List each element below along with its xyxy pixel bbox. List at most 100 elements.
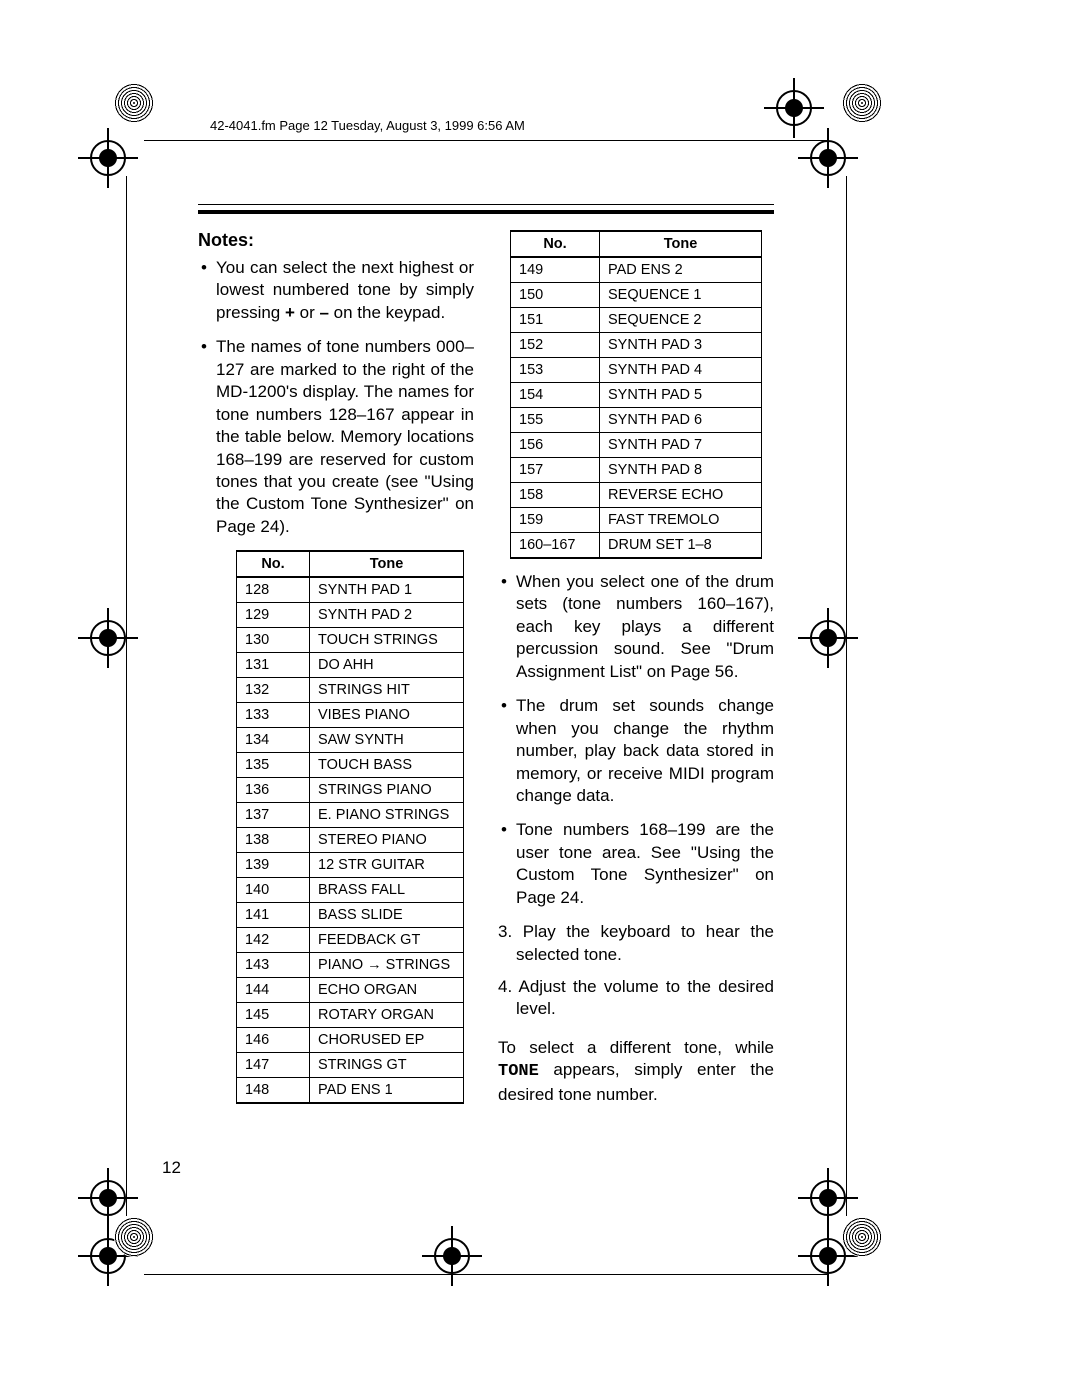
table-row: 129SYNTH PAD 2 (237, 603, 464, 628)
table-row: 148PAD ENS 1 (237, 1078, 464, 1104)
tone-name-cell: E. PIANO STRINGS (310, 803, 464, 828)
left-bullet-list: You can select the next highest or lowes… (198, 257, 474, 538)
tone-name-cell: SAW SYNTH (310, 728, 464, 753)
table-row: 141BASS SLIDE (237, 903, 464, 928)
register-mark-icon (776, 90, 812, 126)
tone-number-cell: 144 (237, 978, 310, 1003)
tone-name-cell: BRASS FALL (310, 878, 464, 903)
table-row: 144ECHO ORGAN (237, 978, 464, 1003)
tone-name-cell: SYNTH PAD 6 (600, 408, 762, 433)
tone-number-cell: 148 (237, 1078, 310, 1104)
tone-number-cell: 156 (511, 433, 600, 458)
tone-number-cell: 131 (237, 653, 310, 678)
minus-key: – (319, 303, 328, 322)
content-rule-thin (198, 204, 774, 205)
tone-number-cell: 150 (511, 283, 600, 308)
step-4: 4. Adjust the volume to the desired leve… (498, 976, 774, 1021)
tone-number-cell: 132 (237, 678, 310, 703)
table-row: 131DO AHH (237, 653, 464, 678)
tone-number-cell: 149 (511, 257, 600, 283)
footer-paragraph: To select a different tone, while TONE a… (498, 1037, 774, 1106)
tone-number-cell: 129 (237, 603, 310, 628)
table-row: 159FAST TREMOLO (511, 508, 762, 533)
left-table-body: 128SYNTH PAD 1129SYNTH PAD 2130TOUCH STR… (237, 577, 464, 1103)
footer-b: appears, simply enter the desired tone n… (498, 1060, 774, 1103)
left-tone-table: No. Tone 128SYNTH PAD 1129SYNTH PAD 2130… (236, 550, 464, 1104)
tone-name-cell: BASS SLIDE (310, 903, 464, 928)
left-bullet-1or: or (295, 303, 320, 322)
tone-name-cell: STRINGS GT (310, 1053, 464, 1078)
crop-line-right (846, 176, 847, 1216)
left-bullet-2: The names of tone numbers 000–127 are ma… (198, 336, 474, 538)
tone-name-cell: REVERSE ECHO (600, 483, 762, 508)
tone-name-cell: SYNTH PAD 8 (600, 458, 762, 483)
tone-name-cell: TOUCH BASS (310, 753, 464, 778)
tone-name-cell: SYNTH PAD 5 (600, 383, 762, 408)
table-row: 152SYNTH PAD 3 (511, 333, 762, 358)
tone-name-cell: PAD ENS 2 (600, 257, 762, 283)
table-row: 143PIANO → STRINGS (237, 953, 464, 978)
tone-number-cell: 145 (237, 1003, 310, 1028)
table-row: 160–167DRUM SET 1–8 (511, 533, 762, 559)
right-table-header-no: No. (511, 231, 600, 257)
tone-name-cell: STRINGS PIANO (310, 778, 464, 803)
tone-name-cell: SYNTH PAD 2 (310, 603, 464, 628)
right-tone-table: No. Tone 149PAD ENS 2150SEQUENCE 1151SEQ… (510, 230, 762, 559)
right-table-body: 149PAD ENS 2150SEQUENCE 1151SEQUENCE 215… (511, 257, 762, 558)
table-row: 137E. PIANO STRINGS (237, 803, 464, 828)
left-table-header-no: No. (237, 551, 310, 577)
left-bullet-1: You can select the next highest or lowes… (198, 257, 474, 324)
right-bullet-3: Tone numbers 168–199 are the user tone a… (498, 819, 774, 909)
right-table-header-tone: Tone (600, 231, 762, 257)
register-mark-icon (810, 1238, 846, 1274)
tone-number-cell: 147 (237, 1053, 310, 1078)
tone-name-cell: SYNTH PAD 7 (600, 433, 762, 458)
rosette-icon (842, 1217, 882, 1257)
content-area: Notes: You can select the next highest o… (198, 230, 774, 1118)
tone-name-cell: PAD ENS 1 (310, 1078, 464, 1104)
register-mark-icon (90, 1180, 126, 1216)
tone-number-cell: 158 (511, 483, 600, 508)
tone-number-cell: 140 (237, 878, 310, 903)
table-row: 156SYNTH PAD 7 (511, 433, 762, 458)
table-row: 158REVERSE ECHO (511, 483, 762, 508)
tone-number-cell: 136 (237, 778, 310, 803)
register-mark-icon (90, 620, 126, 656)
tone-name-cell: VIBES PIANO (310, 703, 464, 728)
table-row: 150SEQUENCE 1 (511, 283, 762, 308)
tone-number-cell: 141 (237, 903, 310, 928)
tone-name-cell: 12 STR GUITAR (310, 853, 464, 878)
tone-name-cell: PIANO → STRINGS (310, 953, 464, 978)
tone-keyword: TONE (498, 1062, 539, 1081)
right-bullet-1: When you select one of the drum sets (to… (498, 571, 774, 683)
table-row: 132STRINGS HIT (237, 678, 464, 703)
crop-line-left (126, 176, 127, 1216)
table-row: 155SYNTH PAD 6 (511, 408, 762, 433)
register-mark-icon (810, 140, 846, 176)
table-row: 149PAD ENS 2 (511, 257, 762, 283)
table-row: 128SYNTH PAD 1 (237, 577, 464, 603)
tone-name-cell: SYNTH PAD 4 (600, 358, 762, 383)
tone-number-cell: 138 (237, 828, 310, 853)
table-row: 130TOUCH STRINGS (237, 628, 464, 653)
tone-name-cell: TOUCH STRINGS (310, 628, 464, 653)
register-mark-icon (434, 1238, 470, 1274)
table-row: 134SAW SYNTH (237, 728, 464, 753)
page-number: 12 (162, 1158, 181, 1178)
rosette-icon (114, 1217, 154, 1257)
tone-number-cell: 143 (237, 953, 310, 978)
table-row: 13912 STR GUITAR (237, 853, 464, 878)
step-3: 3. Play the keyboard to hear the selecte… (498, 921, 774, 966)
right-bullet-list: When you select one of the drum sets (to… (498, 571, 774, 909)
notes-heading: Notes: (198, 230, 474, 251)
table-row: 146CHORUSED EP (237, 1028, 464, 1053)
tone-name-cell: STEREO PIANO (310, 828, 464, 853)
crop-line-bottom (144, 1274, 828, 1275)
tone-number-cell: 155 (511, 408, 600, 433)
table-row: 145ROTARY ORGAN (237, 1003, 464, 1028)
tone-number-cell: 133 (237, 703, 310, 728)
content-rule-thick (198, 210, 774, 214)
right-column: No. Tone 149PAD ENS 2150SEQUENCE 1151SEQ… (498, 230, 774, 1118)
table-row: 154SYNTH PAD 5 (511, 383, 762, 408)
register-mark-icon (90, 140, 126, 176)
